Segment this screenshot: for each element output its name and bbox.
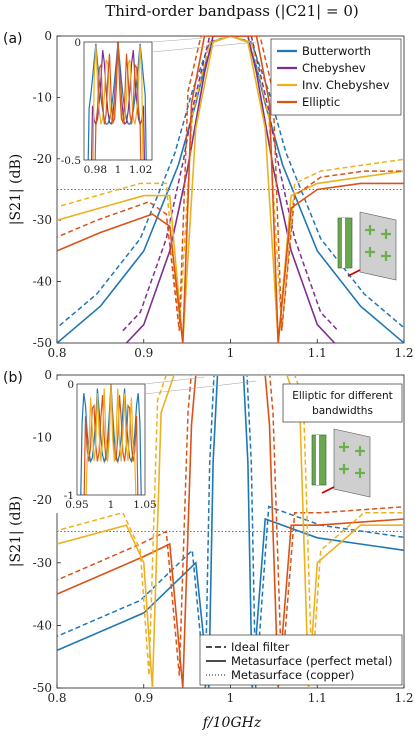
x-tick-label: 1.2 (394, 346, 413, 360)
panel-b: 0.8 0.9 1 1.1 1.20-10-20-30-40-50|S21| (dB)(… (3, 368, 414, 705)
inset-y-tick-label: 0 (74, 37, 81, 49)
inset-axes (76, 383, 146, 496)
legend-label: Chebyshev (302, 61, 366, 75)
y-tick-label: -40 (33, 275, 52, 289)
inset-series-line (90, 42, 146, 160)
inset-series-line (83, 384, 139, 495)
y-tick-label: -10 (33, 431, 52, 445)
x-axis-label: f/10GHz (202, 715, 262, 731)
panel-label: (a) (3, 31, 23, 47)
figure-title: Third-order bandpass (|C21| = 0) (105, 2, 358, 20)
inset-series-line (80, 384, 142, 495)
legend-label: Elliptic (302, 95, 340, 109)
series-line-ideal (57, 36, 404, 331)
x-tick-label: 1.2 (394, 691, 413, 705)
y-tick-label: 0 (44, 368, 52, 382)
y-tick-label: -30 (33, 213, 52, 227)
zoom-connector (151, 41, 257, 53)
series-line (57, 36, 404, 343)
x-tick-label: 1 (227, 346, 235, 360)
annotation-box (282, 383, 403, 423)
inset-series-line (85, 384, 137, 495)
annotation-line: bandwidths (312, 405, 373, 417)
legend-label: Butterworth (302, 44, 371, 58)
x-tick-label: 1.1 (308, 346, 327, 360)
x-tick-label: 0.8 (47, 691, 66, 705)
inset-x-tick-label: 1 (115, 164, 122, 176)
series-line (57, 36, 404, 343)
x-tick-label: 0.9 (134, 691, 153, 705)
series-line (57, 375, 404, 688)
x-tick-label: 1 (227, 691, 235, 705)
inset-x-tick-label: 1.02 (129, 164, 152, 176)
inset-axes (83, 41, 153, 161)
inset-x-tick-label: 1.05 (133, 499, 156, 511)
series-line-ideal (57, 375, 404, 688)
metasurface-illustration (337, 211, 397, 281)
y-axis-label: |S21| (dB) (8, 496, 24, 567)
inset-y-tick-label: 0 (67, 379, 74, 391)
y-tick-label: -50 (33, 336, 52, 350)
y-tick-label: -30 (33, 556, 52, 570)
y-tick-label: -50 (33, 681, 52, 695)
y-tick-label: -20 (33, 152, 52, 166)
zoom-connector (144, 376, 205, 385)
inset-y-tick-label: -1 (64, 490, 74, 502)
metasurface-illustration (311, 428, 371, 498)
inset-y-tick-label: -0.5 (61, 155, 81, 167)
series-line-ideal (57, 375, 404, 676)
y-tick-label: -10 (33, 90, 52, 104)
legend-label: Metasurface (copper) (231, 668, 354, 682)
annotation-line: Elliptic for different (292, 390, 393, 402)
series-line (57, 375, 404, 688)
legend-label: Metasurface (perfect metal) (231, 654, 392, 668)
series-line-ideal (57, 36, 404, 331)
series-line (125, 36, 336, 343)
inset-x-tick-label: 0.95 (65, 499, 88, 511)
series-line-ideal (57, 36, 404, 329)
legend-box (199, 634, 403, 686)
inset-x-tick-label: 0.98 (84, 164, 107, 176)
inset-series-line (92, 42, 144, 160)
series-line-ideal (122, 36, 339, 332)
series-line-ideal (57, 375, 404, 676)
zoom-connector (151, 37, 205, 43)
zoom-connector (144, 380, 257, 395)
series-line (57, 36, 404, 343)
panel-label: (b) (3, 370, 23, 386)
x-tick-label: 0.9 (134, 346, 153, 360)
y-tick-label: 0 (44, 29, 52, 43)
x-tick-label: 0.8 (47, 346, 66, 360)
series-line (57, 375, 404, 688)
legend-label: Ideal filter (231, 640, 290, 654)
x-tick-label: 1.1 (308, 691, 327, 705)
inset-x-tick-label: 1 (108, 499, 115, 511)
y-axis-label: |S21| (dB) (8, 154, 24, 225)
y-tick-label: -20 (33, 493, 52, 507)
inset-series-line (94, 42, 142, 160)
panel-a: 0.8 0.9 1 1.1 1.2 0 -10 -20 -30 -40 -50 |S21| (dB) (… (3, 29, 414, 360)
legend-label: Inv. Chebyshev (302, 78, 390, 92)
y-tick-label: -40 (33, 618, 52, 632)
